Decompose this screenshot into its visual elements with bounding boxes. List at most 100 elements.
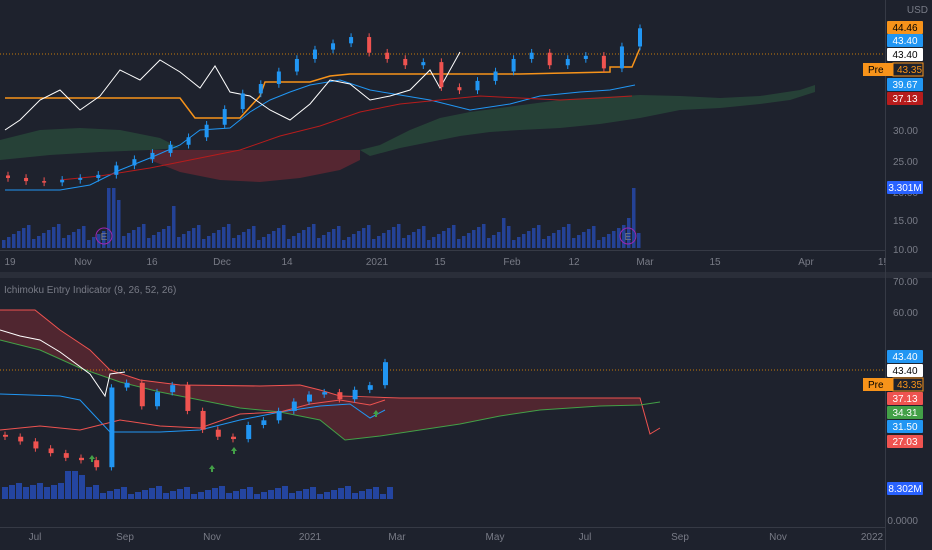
- svg-text:43.40: 43.40: [892, 36, 917, 47]
- upper-volume-bar: [187, 231, 191, 248]
- upper-volume-bar: [332, 229, 336, 248]
- pre-market-badge-upper: Pre 43.35: [863, 62, 924, 77]
- upper-candle: [24, 174, 29, 185]
- lower-candle: [367, 381, 373, 394]
- lower-volume-bar: [254, 494, 260, 499]
- upper-volume-bar: [632, 188, 636, 248]
- upper-volume-bar: [272, 231, 276, 248]
- pre-badge-value-lower: 43.35: [897, 380, 922, 391]
- lower-candles: [3, 358, 388, 471]
- lower-volume-bar: [296, 491, 302, 499]
- lower-indicator-pane[interactable]: [0, 309, 885, 499]
- lower-volume-bar: [268, 490, 274, 499]
- upper-volume-bar: [12, 234, 16, 248]
- upper-volume-bar: [67, 235, 71, 248]
- lower-candle: [231, 433, 236, 443]
- upper-volume-bar: [282, 225, 286, 248]
- upper-volume-bar: [17, 231, 21, 248]
- upper-volume-bar: [257, 240, 261, 248]
- lower-volume-bar: [100, 493, 106, 499]
- upper-volume-bar: [97, 234, 101, 248]
- upper-volume-bar: [392, 227, 396, 248]
- upper-candles: [6, 24, 642, 187]
- time-tick-label: May: [486, 532, 505, 543]
- earnings-marker-2[interactable]: [619, 227, 637, 245]
- upper-candle: [638, 24, 642, 51]
- lower-time-axis[interactable]: Jul Sep Nov 2021 Mar May Jul Sep Nov 2022: [29, 532, 884, 543]
- upper-volume-bar: [592, 226, 596, 248]
- upper-volume-bar: [422, 226, 426, 248]
- lower-volume-bar: [9, 485, 15, 499]
- lower-volume-bar: [2, 487, 8, 499]
- lower-volume-bar: [93, 485, 99, 499]
- upper-candle: [186, 133, 191, 149]
- price-badge: 37.13: [887, 392, 923, 405]
- indicator-title[interactable]: Ichimoku Entry Indicator (9, 26, 52, 26): [4, 285, 177, 296]
- upper-volume-bar: [172, 206, 176, 248]
- upper-volume-bar: [262, 237, 266, 248]
- lower-volume-bar: [261, 492, 267, 499]
- upper-volume-bar: [552, 233, 556, 248]
- entry-signal-arrows: [89, 410, 379, 472]
- entry-arrow-icon: [89, 455, 95, 462]
- lower-volume-bar: [212, 488, 218, 499]
- lower-candle: [33, 438, 39, 452]
- kijun-line-upper: [5, 47, 641, 119]
- upper-time-axis[interactable]: 19 Nov 16 Dec 14 2021 15 Feb 12 Mar 15 Apr 1!: [4, 257, 886, 268]
- time-tick-label: 2022: [861, 532, 884, 543]
- lower-candle: [307, 391, 312, 405]
- senkou-a-line-lower: [0, 309, 661, 435]
- upper-volume-bar: [197, 225, 201, 248]
- upper-volume-bar: [47, 230, 51, 248]
- upper-volume-bar: [447, 228, 451, 248]
- upper-volume-bar: [417, 229, 421, 248]
- upper-candle: [439, 58, 444, 91]
- lower-volume-bars: [2, 471, 393, 499]
- lower-candle: [383, 358, 388, 389]
- lower-volume-bar: [65, 471, 71, 499]
- lower-price-axis[interactable]: 70.00 60.00 0.0000: [887, 277, 918, 527]
- lower-candle: [63, 449, 69, 462]
- lower-volume-bar: [163, 493, 169, 499]
- upper-candle: [114, 161, 119, 179]
- cloud-red-lower: [0, 310, 640, 440]
- upper-volume-bar: [87, 240, 91, 248]
- upper-volume-bar: [442, 231, 446, 248]
- lower-volume-bar: [114, 489, 120, 499]
- lower-candle: [261, 417, 267, 429]
- upper-candle: [511, 55, 516, 76]
- pane-separator[interactable]: [0, 272, 932, 278]
- lower-volume-bar: [331, 490, 337, 499]
- svg-text:27.03: 27.03: [892, 437, 917, 448]
- upper-volume-bar: [622, 225, 626, 248]
- upper-volume-bar: [412, 232, 416, 248]
- pre-badge-label-upper: Pre: [868, 65, 884, 76]
- lower-volume-bar: [184, 487, 190, 499]
- upper-volume-bar: [612, 231, 616, 248]
- upper-price-pane[interactable]: E E: [0, 24, 885, 248]
- upper-volume-bar: [167, 226, 171, 248]
- earnings-marker-1[interactable]: [95, 227, 113, 245]
- lower-volume-bar: [198, 492, 204, 499]
- time-tick-label: Nov: [74, 257, 92, 268]
- upper-volume-bar: [522, 234, 526, 248]
- price-tick-label: 60.00: [893, 308, 918, 319]
- upper-volume-bar: [297, 233, 301, 248]
- lower-candle: [139, 379, 145, 410]
- upper-volume-bar: [307, 227, 311, 248]
- price-tick-label: 25.00: [893, 157, 918, 168]
- price-badge: 3.301M: [887, 181, 923, 194]
- lower-volume-bar: [366, 489, 372, 499]
- time-tick-label: Jul: [579, 532, 592, 543]
- upper-candle: [403, 55, 408, 69]
- upper-volume-bar: [77, 229, 81, 248]
- svg-text:39.67: 39.67: [892, 80, 917, 91]
- kijun-line-lower: [0, 393, 386, 433]
- upper-volume-bar: [372, 239, 376, 248]
- lower-volume-bar: [324, 492, 330, 499]
- upper-volume-bar: [617, 228, 621, 248]
- svg-text:37.13: 37.13: [892, 394, 917, 405]
- upper-volume-bar: [182, 234, 186, 248]
- upper-candle: [421, 58, 426, 69]
- upper-volume-bar: [367, 225, 371, 248]
